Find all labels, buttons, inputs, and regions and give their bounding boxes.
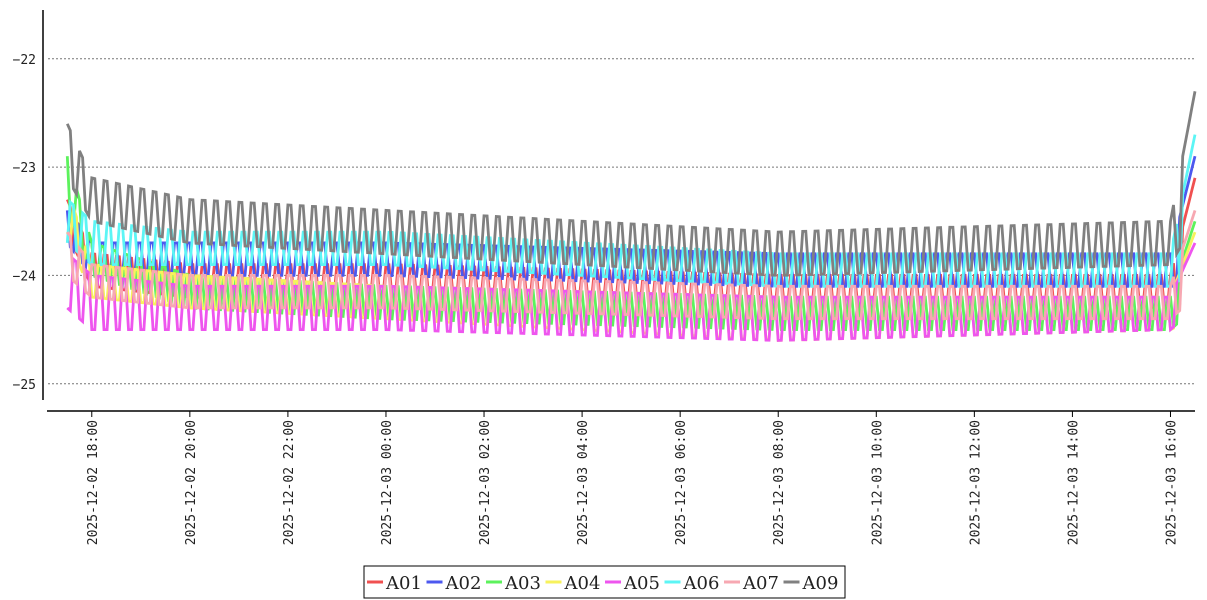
x-tick-label: 2025-12-03 16:00 bbox=[1164, 420, 1179, 545]
legend-label-a03: A03 bbox=[504, 573, 541, 594]
y-tick-label: −24 bbox=[13, 269, 37, 284]
legend-label-a09: A09 bbox=[802, 573, 839, 594]
legend: A01 A02 A03 A04 A05 A06 A07 A09 bbox=[363, 565, 846, 599]
x-tick-label: 2025-12-02 18:00 bbox=[86, 420, 101, 545]
x-tick-label: 2025-12-02 22:00 bbox=[282, 420, 297, 545]
legend-label-a01: A01 bbox=[385, 573, 422, 594]
legend-box bbox=[363, 565, 846, 599]
legend-label-a02: A02 bbox=[445, 573, 482, 594]
series-line-a09 bbox=[66, 91, 1197, 277]
series-line-a05 bbox=[66, 242, 1197, 342]
x-tick-label: 2025-12-03 14:00 bbox=[1066, 420, 1081, 545]
legend-label-a04: A04 bbox=[564, 573, 601, 594]
y-tick-label: −23 bbox=[13, 161, 36, 176]
x-tick-label: 2025-12-02 20:00 bbox=[184, 420, 199, 545]
axes bbox=[42, 10, 1195, 412]
series-line-a06 bbox=[65, 134, 1197, 288]
x-tick-label: 2025-12-03 02:00 bbox=[478, 420, 493, 545]
legend-label-a06: A06 bbox=[683, 573, 720, 594]
series-lines bbox=[65, 91, 1197, 342]
series-line-a07 bbox=[66, 209, 1197, 321]
legend-label-a07: A07 bbox=[742, 573, 779, 594]
x-tick-labels: 2025-12-02 18:00 2025-12-02 20:00 2025-12-… bbox=[86, 411, 1179, 545]
y-tick-label: −25 bbox=[13, 378, 36, 393]
x-tick-label: 2025-12-03 04:00 bbox=[576, 420, 591, 545]
y-tick-label: −22 bbox=[13, 53, 36, 68]
y-tick-labels: −22 −23 −24 −25 bbox=[13, 53, 37, 393]
x-tick-label: 2025-12-03 00:00 bbox=[380, 420, 395, 545]
x-tick-label: 2025-12-03 12:00 bbox=[968, 420, 983, 545]
x-tick-label: 2025-12-03 10:00 bbox=[870, 420, 885, 545]
x-tick-label: 2025-12-03 06:00 bbox=[674, 420, 689, 545]
legend-label-a05: A05 bbox=[623, 573, 660, 594]
x-tick-label: 2025-12-03 08:00 bbox=[772, 420, 787, 545]
